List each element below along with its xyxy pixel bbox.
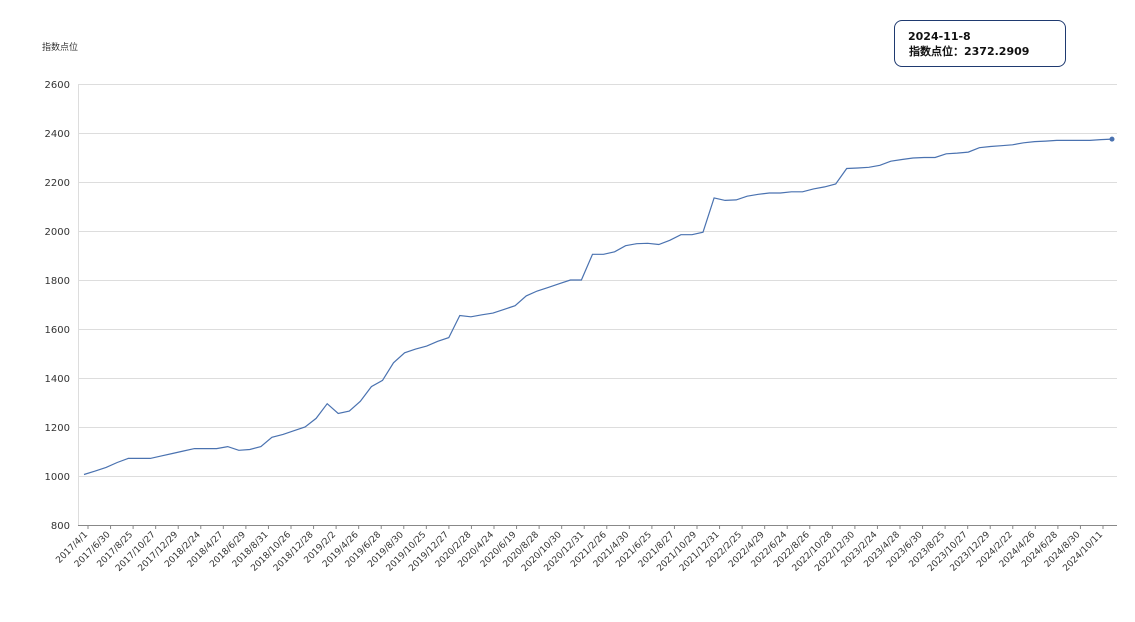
y-tick-label: 1800 — [45, 276, 70, 287]
series-line — [83, 138, 1113, 476]
data-tooltip: 2024-11-8 指数点位：2372.2909 — [894, 20, 1066, 67]
series — [83, 136, 1115, 476]
y-tick-label: 1200 — [45, 423, 70, 434]
tooltip-date: 2024-11-8 — [908, 30, 971, 43]
tooltip-label: 指数点位： — [909, 45, 964, 58]
grid-lines — [78, 84, 1117, 526]
y-tick-label: 800 — [51, 521, 70, 532]
last-point-marker — [1109, 136, 1115, 142]
x-tick-labels: 2017/4/12017/6/302017/8/252017/10/272017… — [54, 530, 1105, 574]
y-tick-labels: 800 1000 1200 1400 1600 1800 2000 2200 2400 2600 — [45, 80, 70, 532]
tooltip-value: 2372.2909 — [964, 45, 1030, 58]
y-axis-title: 指数点位 — [42, 43, 79, 53]
y-tick-label: 2400 — [45, 129, 70, 140]
y-tick-label: 1400 — [45, 374, 70, 385]
y-tick-label: 2600 — [45, 80, 70, 91]
y-tick-label: 1600 — [45, 325, 70, 336]
axes — [78, 84, 1104, 529]
y-tick-label: 2000 — [45, 227, 70, 238]
y-tick-label: 1000 — [45, 472, 70, 483]
y-tick-label: 2200 — [45, 178, 70, 189]
tooltip-value-row: 指数点位：2372.2909 — [909, 44, 1065, 59]
